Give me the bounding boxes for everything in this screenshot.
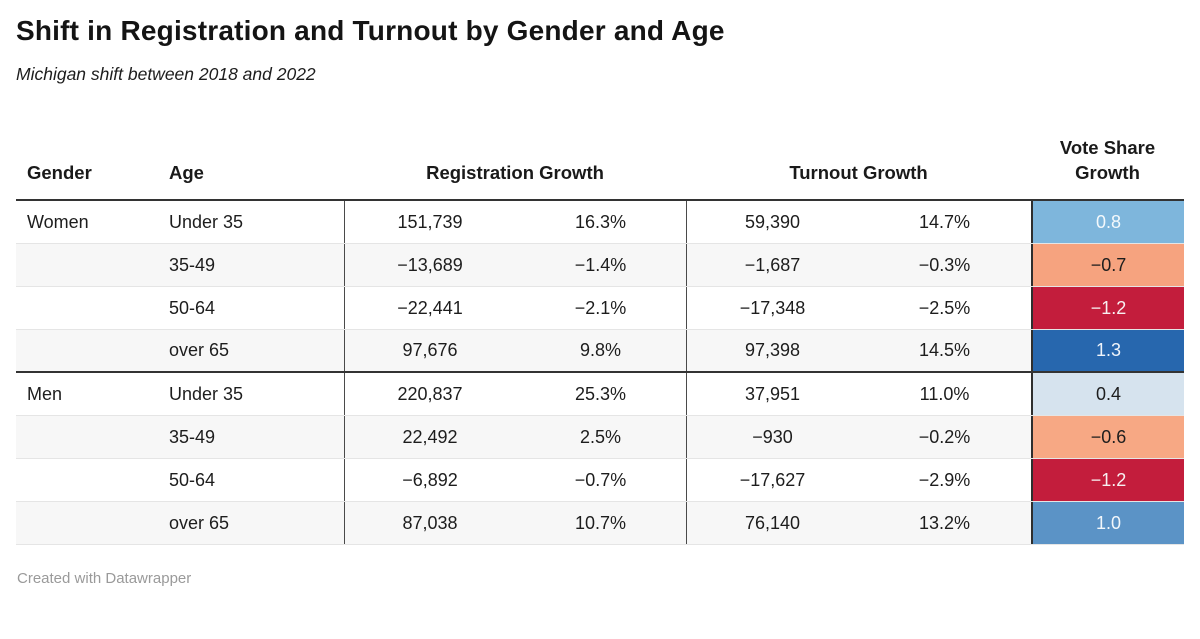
turnout-count-cell: −17,348 [686, 287, 858, 329]
registration-count-cell: −13,689 [344, 244, 515, 286]
registration-count-cell: 22,492 [344, 416, 515, 458]
table-body: Women Under 35 151,739 16.3% 59,390 14.7% 0.8 3… [16, 201, 1184, 545]
registration-pct-cell: −1.4% [574, 254, 627, 275]
gender-cell [16, 330, 158, 371]
registration-pct-cell: −2.1% [574, 297, 627, 318]
column-header-registration: Registration Growth [426, 162, 604, 184]
age-cell: 35-49 [169, 254, 216, 275]
gender-cell [16, 416, 158, 458]
turnout-count-cell: −930 [686, 416, 858, 458]
registration-count-cell: 87,038 [344, 502, 515, 544]
age-cell: 50-64 [169, 297, 216, 318]
turnout-count-cell: 97,398 [686, 330, 858, 371]
vote-share-cell: −0.7 [1031, 244, 1184, 286]
turnout-pct-cell: 13.2% [918, 512, 971, 533]
table-row: over 65 87,038 10.7% 76,140 13.2% 1.0 [16, 502, 1184, 545]
turnout-count-cell: −1,687 [686, 244, 858, 286]
age-cell: 35-49 [169, 426, 216, 447]
vote-share-cell: −1.2 [1031, 287, 1184, 329]
registration-pct-cell: 10.7% [574, 512, 627, 533]
vote-share-cell: −0.6 [1031, 416, 1184, 458]
age-cell: 50-64 [169, 469, 216, 490]
table-header-row: Gender Age Registration Growth Turnout G… [16, 99, 1184, 201]
table-row: 50-64 −22,441 −2.1% −17,348 −2.5% −1.2 [16, 287, 1184, 330]
column-header-age: Age [169, 162, 204, 184]
table-row: 35-49 22,492 2.5% −930 −0.2% −0.6 [16, 416, 1184, 459]
gender-cell [16, 502, 158, 544]
data-table: Gender Age Registration Growth Turnout G… [16, 99, 1184, 545]
gender-cell [16, 287, 158, 329]
registration-pct-cell: 2.5% [579, 426, 622, 447]
age-cell: over 65 [169, 512, 230, 533]
turnout-pct-cell: −2.9% [918, 469, 971, 490]
page-subtitle: Michigan shift between 2018 and 2022 [16, 64, 316, 84]
gender-cell: Men [27, 383, 63, 404]
turnout-count-cell: 37,951 [686, 373, 858, 415]
age-cell: over 65 [169, 340, 230, 360]
registration-pct-cell: 25.3% [574, 383, 627, 404]
age-cell: Under 35 [169, 383, 244, 404]
registration-count-cell: 151,739 [344, 201, 515, 243]
vote-share-cell: 1.3 [1031, 330, 1184, 371]
registration-count-cell: −6,892 [344, 459, 515, 501]
vote-share-cell: −1.2 [1031, 459, 1184, 501]
turnout-pct-cell: 14.5% [918, 340, 971, 360]
turnout-pct-cell: 14.7% [918, 211, 971, 232]
table-row: Men Under 35 220,837 25.3% 37,951 11.0% 0.4 [16, 373, 1184, 416]
column-header-turnout: Turnout Growth [789, 162, 928, 184]
gender-cell [16, 244, 158, 286]
gender-cell [16, 459, 158, 501]
page-title: Shift in Registration and Turnout by Gen… [16, 15, 725, 46]
turnout-pct-cell: −2.5% [918, 297, 971, 318]
vote-share-cell: 1.0 [1031, 502, 1184, 544]
chart-container: Shift in Registration and Turnout by Gen… [0, 15, 1200, 587]
turnout-pct-cell: −0.2% [918, 426, 971, 447]
turnout-count-cell: 76,140 [686, 502, 858, 544]
column-header-gender: Gender [27, 162, 92, 184]
registration-count-cell: −22,441 [344, 287, 515, 329]
table-row: 35-49 −13,689 −1.4% −1,687 −0.3% −0.7 [16, 244, 1184, 287]
turnout-count-cell: 59,390 [686, 201, 858, 243]
column-header-vote-share: Vote Share Growth [1059, 137, 1156, 184]
table-row: Women Under 35 151,739 16.3% 59,390 14.7% 0.8 [16, 201, 1184, 244]
vote-share-cell: 0.8 [1031, 201, 1184, 243]
turnout-pct-cell: 11.0% [919, 383, 970, 404]
age-cell: Under 35 [169, 211, 244, 232]
table-row: 50-64 −6,892 −0.7% −17,627 −2.9% −1.2 [16, 459, 1184, 502]
registration-count-cell: 220,837 [344, 373, 515, 415]
datawrapper-credit-link[interactable]: Created with Datawrapper [17, 570, 192, 587]
vote-share-cell: 0.4 [1031, 373, 1184, 415]
turnout-pct-cell: −0.3% [918, 254, 971, 275]
turnout-count-cell: −17,627 [686, 459, 858, 501]
attribution: Created with Datawrapper [16, 570, 1184, 587]
registration-pct-cell: 9.8% [579, 340, 622, 360]
registration-count-cell: 97,676 [344, 330, 515, 371]
registration-pct-cell: 16.3% [574, 211, 627, 232]
registration-pct-cell: −0.7% [574, 469, 627, 490]
table-row: over 65 97,676 9.8% 97,398 14.5% 1.3 [16, 330, 1184, 373]
gender-cell: Women [27, 211, 89, 232]
